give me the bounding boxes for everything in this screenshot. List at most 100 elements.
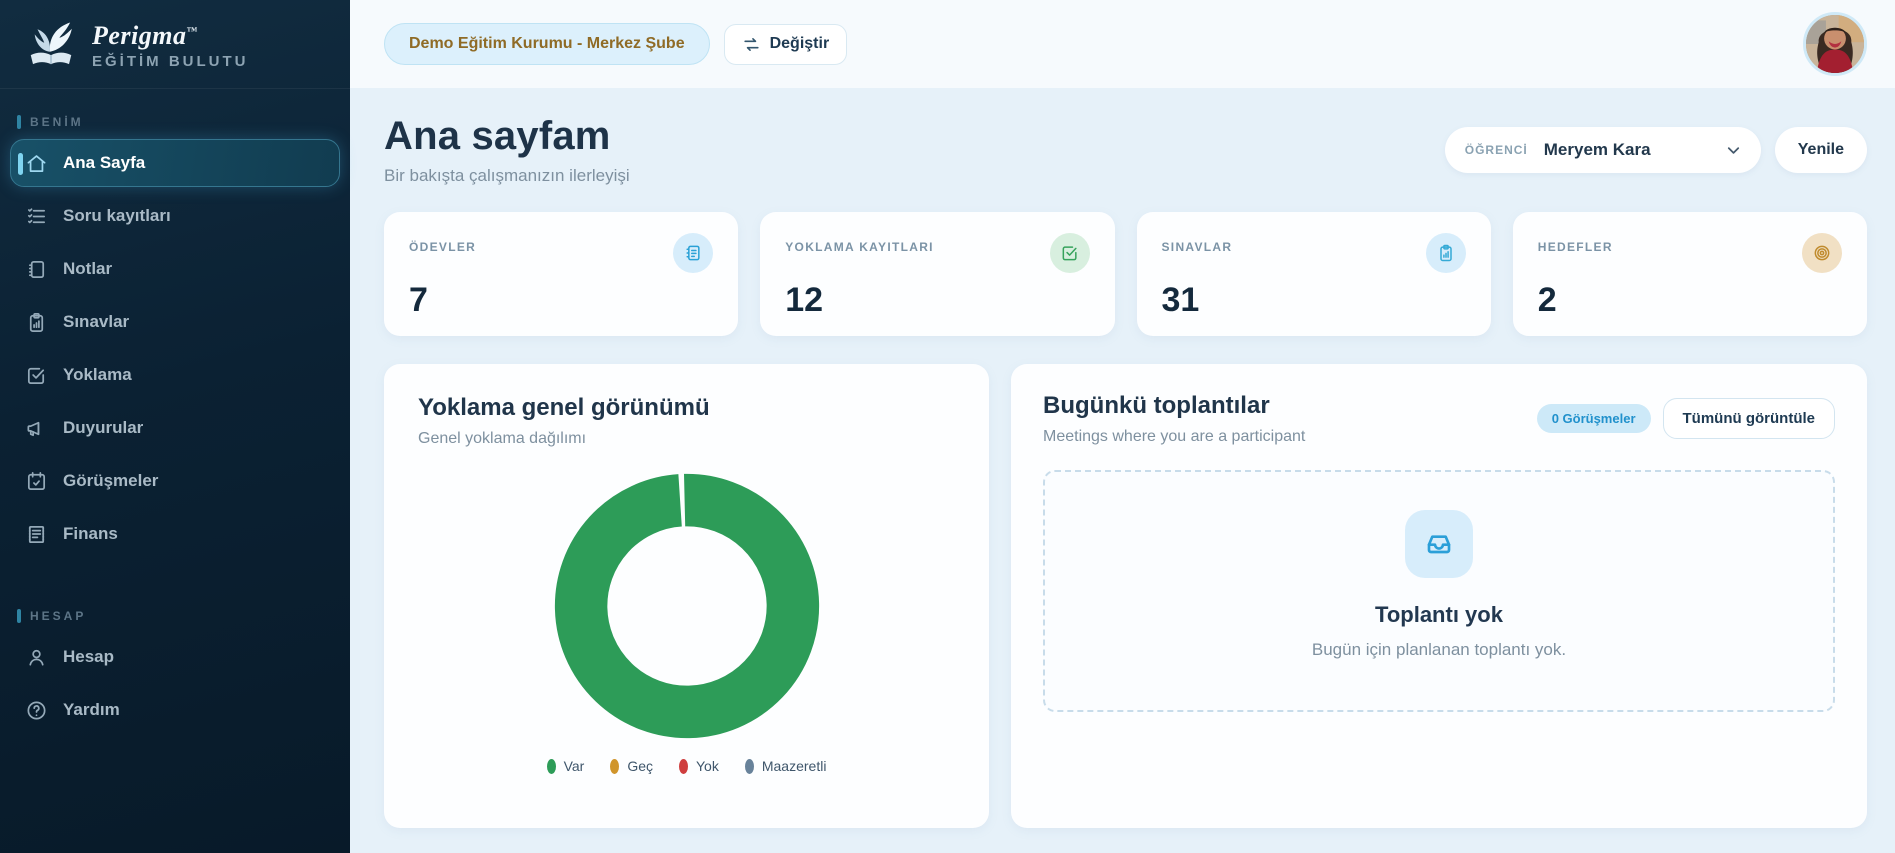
sidebar-item-ana-sayfa[interactable]: Ana Sayfa xyxy=(10,139,340,187)
sidebar-item-notlar[interactable]: Notlar xyxy=(10,245,340,293)
view-all-meetings-button[interactable]: Tümünü görüntüle xyxy=(1662,398,1835,439)
sidebar-item-finans[interactable]: Finans xyxy=(10,510,340,558)
student-select[interactable]: ÖĞRENCİ Meryem Kara xyxy=(1444,127,1761,173)
legend-label: Geç xyxy=(627,758,653,774)
empty-icon-container xyxy=(1405,510,1473,578)
refresh-button[interactable]: Yenile xyxy=(1774,127,1867,173)
sidebar-item-görüşmeler[interactable]: Görüşmeler xyxy=(10,457,340,505)
stat-value: 2 xyxy=(1537,281,1557,319)
page-subtitle: Bir bakışta çalışmanızın ilerleyişi xyxy=(384,166,630,185)
checkbox-icon xyxy=(27,367,45,384)
help-circle-icon xyxy=(27,700,46,720)
sidebar-item-yoklama[interactable]: Yoklama xyxy=(10,351,340,399)
sidebar-item-label: Sınavlar xyxy=(63,312,130,331)
inbox-icon xyxy=(1427,535,1451,554)
legend-item-maazeretli: Maazeretli xyxy=(744,758,826,774)
legend-dot xyxy=(610,758,620,774)
student-select-value: Meryem Kara xyxy=(1543,140,1651,159)
receipt-icon xyxy=(28,525,45,543)
attendance-card-subtitle: Genel yoklama dağılımı xyxy=(418,430,587,447)
swan-book-logo-icon xyxy=(30,22,72,65)
sidebar-item-yardım[interactable]: Yardım xyxy=(10,686,340,734)
section-accent-bar xyxy=(17,115,21,129)
sidebar-item-label: Finans xyxy=(63,524,118,543)
megaphone-icon xyxy=(27,421,40,436)
stat-card-sinavlar: SINAVLAR 31 xyxy=(1136,212,1491,336)
target-icon xyxy=(1814,245,1830,261)
meetings-empty-state: Toplantı yok Bugün için planlanan toplan… xyxy=(1043,470,1835,712)
stat-label: HEDEFLER xyxy=(1537,240,1613,254)
brand-name: Perigma™ xyxy=(92,20,198,50)
sidebar-item-label: Duyurular xyxy=(63,418,144,437)
empty-state-message: Bugün için planlanan toplantı yok. xyxy=(1311,640,1567,659)
stat-card-yoklama-kayitlari: YOKLAMA KAYITLARI 12 xyxy=(760,212,1115,336)
assignments-icon xyxy=(686,245,700,261)
legend-dot xyxy=(546,758,556,774)
user-avatar[interactable] xyxy=(1803,12,1867,76)
legend-dot xyxy=(679,758,688,774)
check-square-icon xyxy=(1062,246,1077,261)
meetings-card: Bugünkü toplantılar Meetings where you a… xyxy=(1011,364,1867,828)
notebook-icon xyxy=(28,260,45,278)
student-select-label: ÖĞRENCİ xyxy=(1464,143,1528,157)
chevron-down-icon xyxy=(1727,146,1739,154)
sidebar-item-label: Ana Sayfa xyxy=(63,153,146,172)
sidebar-item-duyurular[interactable]: Duyurular xyxy=(10,404,340,452)
sidebar-item-hesap[interactable]: Hesap xyxy=(10,633,340,681)
legend-item-yok: Yok xyxy=(679,758,719,774)
brand-logo: Perigma™ EĞİTİM BULUTU xyxy=(0,0,350,89)
clipboard-chart-icon xyxy=(1440,244,1452,262)
meetings-card-title: Bugünkü toplantılar xyxy=(1043,392,1270,419)
legend-dot xyxy=(744,758,754,774)
legend-label: Yok xyxy=(696,758,719,774)
clipboard-chart-icon xyxy=(29,312,44,332)
meetings-card-subtitle: Meetings where you are a participant xyxy=(1043,428,1306,445)
page-content: Ana sayfam Bir bakışta çalışmanızın iler… xyxy=(350,88,1895,853)
main-area: Demo Eğitim Kurumu - Merkez Şube Değişti… xyxy=(350,0,1895,853)
stat-label: YOKLAMA KAYITLARI xyxy=(785,240,934,254)
sidebar-section-label: HESAP xyxy=(10,609,340,623)
change-institution-button[interactable]: Değiştir xyxy=(723,23,848,65)
stat-label: SINAVLAR xyxy=(1161,240,1233,254)
sidebar-item-label: Notlar xyxy=(63,259,113,278)
sidebar-item-label: Hesap xyxy=(63,647,115,666)
calendar-check-icon xyxy=(27,471,46,490)
meetings-card-header: Bugünkü toplantılar Meetings where you a… xyxy=(1043,392,1835,446)
stat-value: 12 xyxy=(785,281,824,319)
sidebar-nav: BENİM Ana Sayfa Soru kayıtları Notlar Sınavl… xyxy=(0,89,350,853)
change-button-label: Değiştir xyxy=(769,35,830,52)
stat-value: 7 xyxy=(409,281,428,319)
stat-card-hedefler: HEDEFLER 2 xyxy=(1512,212,1867,336)
stat-icon-badge xyxy=(1049,233,1090,273)
user-icon xyxy=(29,649,44,666)
empty-state-title: Toplantı yok xyxy=(1375,602,1503,627)
attendance-card-title: Yoklama genel görünümü xyxy=(418,394,710,421)
swap-arrows-icon xyxy=(743,37,759,51)
sidebar: Perigma™ EĞİTİM BULUTU BENİM Ana Sayfa Sor… xyxy=(0,0,350,853)
attendance-overview-card: Yoklama genel görünümü Genel yoklama dağ… xyxy=(384,364,989,828)
sidebar-item-label: Yoklama xyxy=(63,365,132,384)
stat-value: 31 xyxy=(1161,281,1200,319)
stat-icon-badge xyxy=(1425,233,1466,273)
question-list-icon xyxy=(27,207,46,223)
avatar-photo xyxy=(1806,15,1864,73)
stats-row: ÖDEVLER 7 YOKLAMA KAYITLARI 12 SINAVLAR 31 HED… xyxy=(384,212,1867,336)
brand-tagline: EĞİTİM BULUTU xyxy=(92,52,249,70)
section-accent-bar xyxy=(17,609,21,623)
legend-item-geç: Geç xyxy=(610,758,653,774)
page-title: Ana sayfam xyxy=(384,114,611,158)
legend-item-var: Var xyxy=(546,758,585,774)
sidebar-section-label: BENİM xyxy=(10,115,340,129)
legend-label: Var xyxy=(563,758,585,774)
bottom-row: Yoklama genel görünümü Genel yoklama dağ… xyxy=(384,364,1867,828)
active-indicator-bar xyxy=(18,153,23,175)
sidebar-item-sınavlar[interactable]: Sınavlar xyxy=(10,298,340,346)
brand-trademark: ™ xyxy=(186,24,198,37)
topbar: Demo Eğitim Kurumu - Merkez Şube Değişti… xyxy=(350,0,1895,88)
stat-label: ÖDEVLER xyxy=(409,240,477,254)
title-row: Ana sayfam Bir bakışta çalışmanızın iler… xyxy=(384,114,1867,186)
institution-chip[interactable]: Demo Eğitim Kurumu - Merkez Şube xyxy=(384,23,710,65)
meetings-actions: 0 Görüşmeler Tümünü görüntüle xyxy=(1536,398,1835,439)
sidebar-item-soru-kayıtları[interactable]: Soru kayıtları xyxy=(10,192,340,240)
